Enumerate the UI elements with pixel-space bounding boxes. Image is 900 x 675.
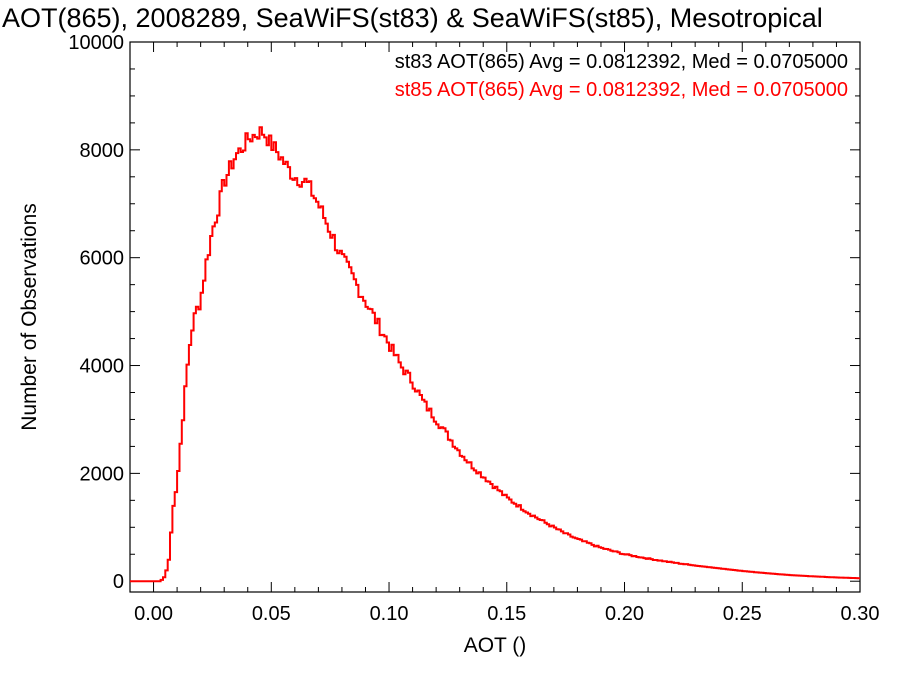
annotation-st85: st85 AOT(865) Avg = 0.0812392, Med = 0.0… xyxy=(395,79,848,101)
chart-title: AOT(865), 2008289, SeaWiFS(st83) & SeaWi… xyxy=(2,3,823,33)
x-tick-label: 0.05 xyxy=(252,603,291,625)
y-tick-label: 8000 xyxy=(80,140,125,162)
plot-frame xyxy=(129,41,861,593)
y-axis: 0 2000 4000 6000 8000 10000 xyxy=(68,32,860,593)
x-tick-label: 0.30 xyxy=(841,603,880,625)
y-tick-label: 10000 xyxy=(68,32,124,54)
y-tick-label: 6000 xyxy=(80,248,125,270)
x-tick-label: 0.15 xyxy=(487,603,526,625)
y-axis-label: Number of Observations xyxy=(18,203,41,431)
y-tick-label: 2000 xyxy=(80,463,125,485)
series-line-st85 xyxy=(130,126,860,583)
x-tick-label: 0.00 xyxy=(134,603,173,625)
annotation-st83: st83 AOT(865) Avg = 0.0812392, Med = 0.0… xyxy=(395,51,848,73)
y-tick-label: 4000 xyxy=(80,356,125,378)
x-tick-label: 0.10 xyxy=(370,603,409,625)
x-axis: 0.00 0.05 0.10 0.15 0.20 0.25 0.30 xyxy=(134,42,879,625)
x-tick-label: 0.20 xyxy=(605,603,644,625)
y-tick-label: 0 xyxy=(113,571,124,593)
x-axis-label: AOT () xyxy=(464,634,527,657)
x-tick-label: 0.25 xyxy=(723,603,762,625)
